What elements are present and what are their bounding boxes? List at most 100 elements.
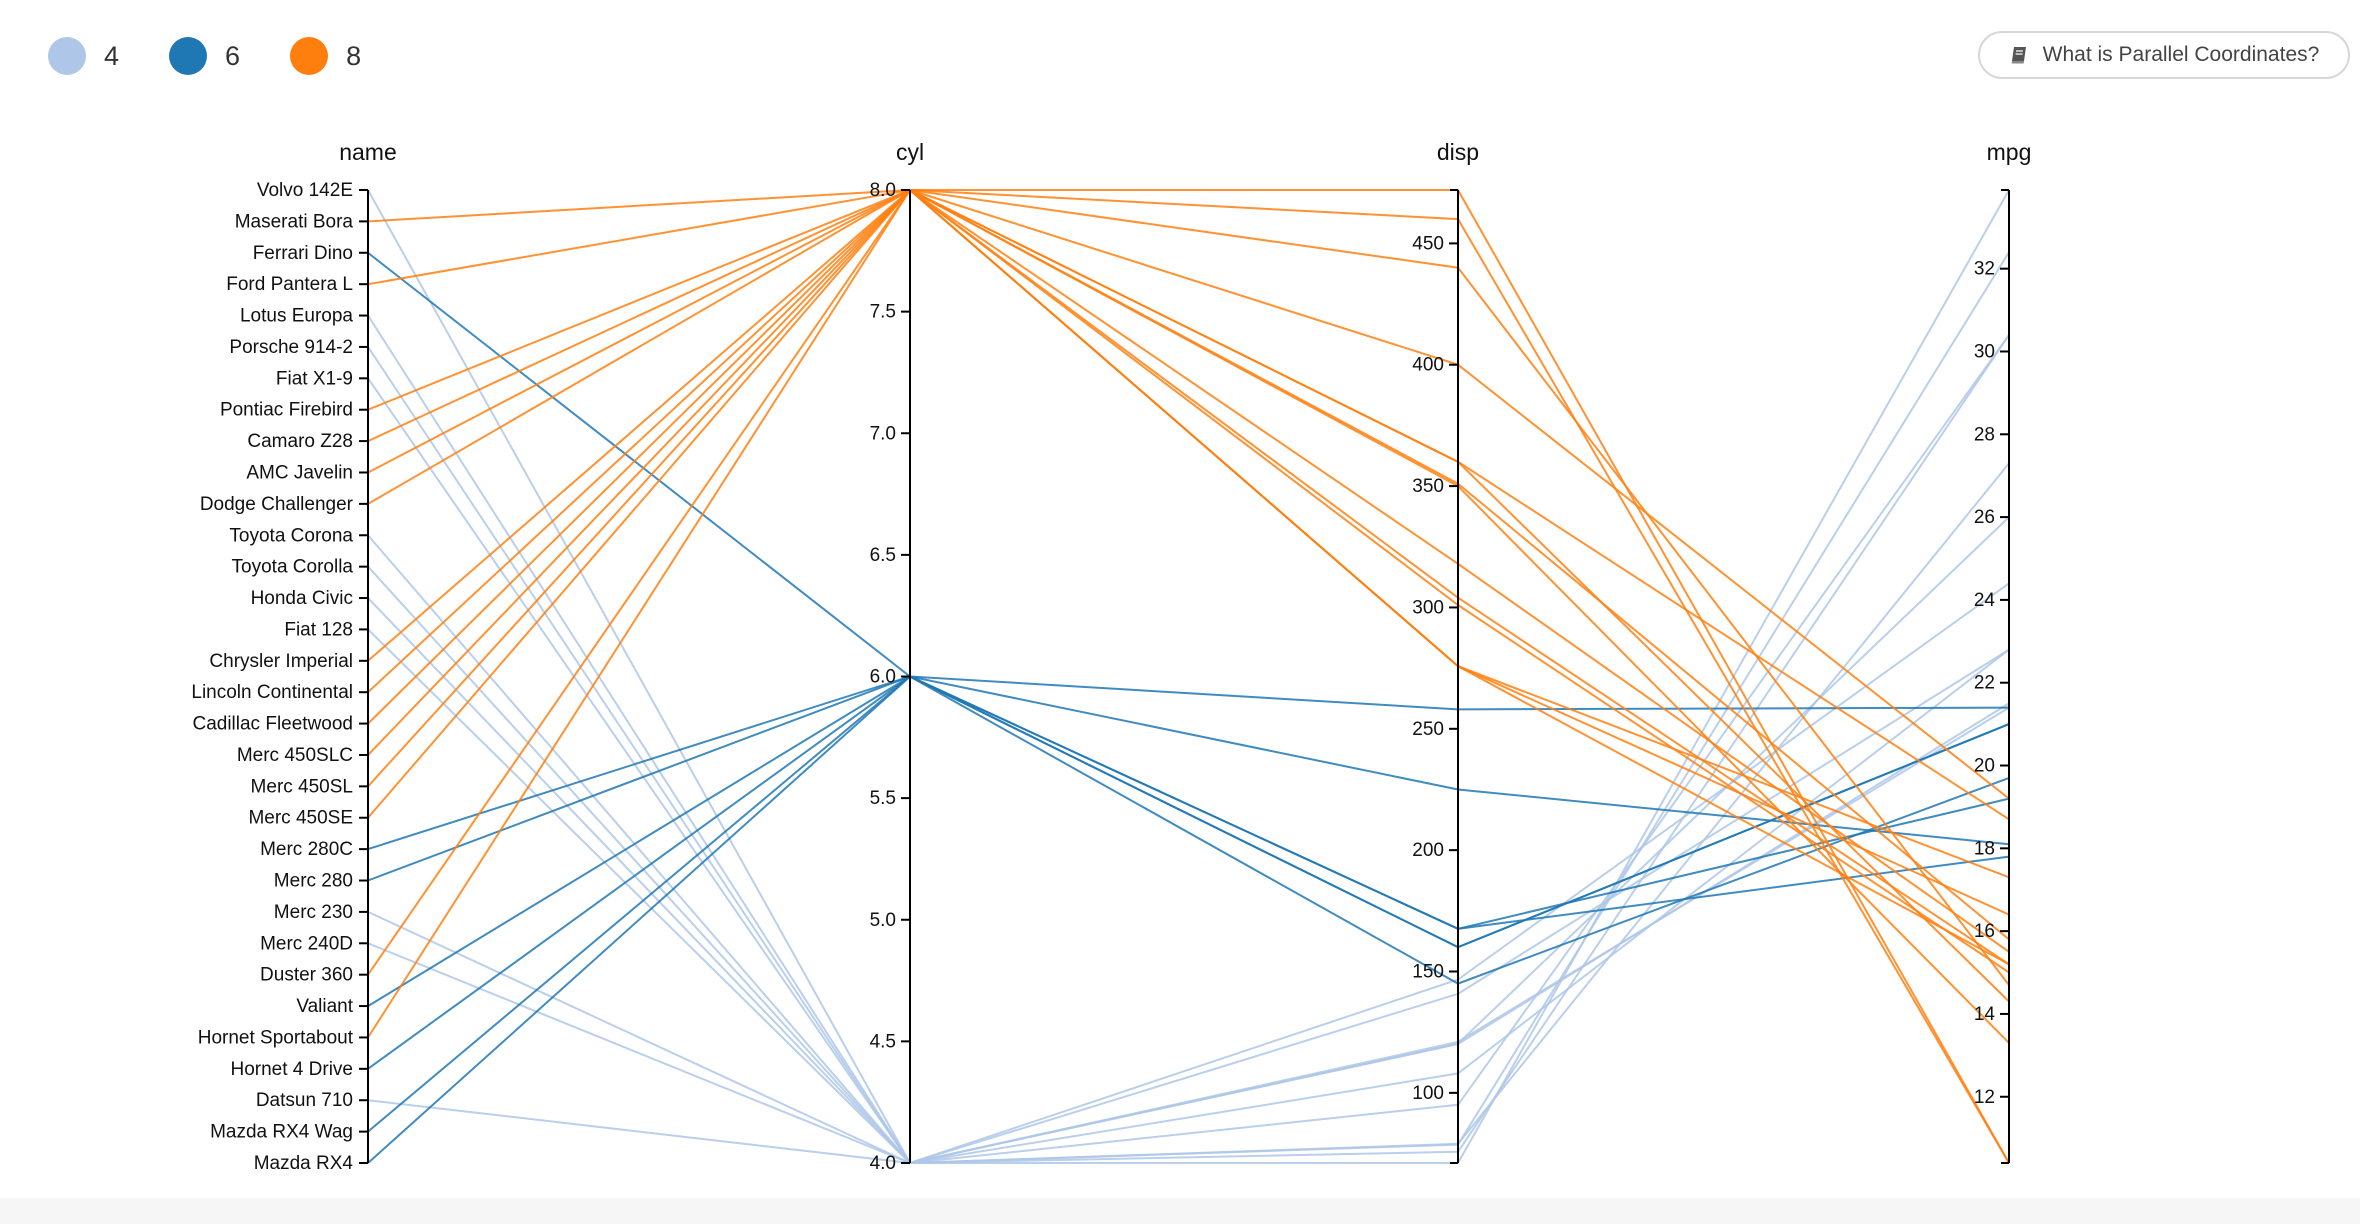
data-line [367,377,2010,1165]
tick-label: Fiat 128 [284,619,353,640]
tick-label: 8.0 [870,180,896,201]
what-is-parallel-coordinates-button[interactable]: What is Parallel Coordinates? [1978,31,2350,79]
legend-label: 4 [104,40,120,71]
tick-label: 4.0 [870,1153,896,1174]
data-line [367,189,2010,1165]
data-line [367,252,2010,985]
data-line [367,675,2010,1070]
data-line [367,188,2010,953]
tick-label: Cadillac Fleetwood [192,714,353,735]
tick-label: 20 [1974,756,1995,777]
axis-title-name: name [339,139,397,165]
tick-label: Toyota Corona [229,525,353,546]
tick-label: 28 [1974,424,1995,445]
data-line [367,675,2010,930]
tick-label: 100 [1412,1083,1444,1104]
tick-label: Lincoln Continental [191,682,353,703]
footer-band [0,1198,2360,1224]
legend: 4 6 8 [48,34,411,78]
data-line [367,188,2010,800]
tick-label: Chrysler Imperial [209,651,353,672]
data-line [367,189,2010,1164]
tick-label: Merc 450SL [251,776,353,797]
tick-label: AMC Javelin [246,462,353,483]
tick-label: Honda Civic [251,588,353,609]
tick-label: 5.5 [870,788,896,809]
tick-label: 350 [1412,476,1444,497]
data-line [367,188,2010,966]
tick-label: 6.0 [870,667,896,688]
tick-label: 32 [1974,259,1995,280]
data-line [367,648,2010,1165]
axis-title-disp: disp [1437,139,1479,165]
tick-label: Mazda RX4 Wag [210,1122,353,1143]
legend-label: 8 [346,40,362,71]
tick-label: 300 [1412,597,1444,618]
data-line [367,648,2010,1165]
tick-label: Merc 240D [260,933,353,954]
tick-label: 4.5 [870,1031,896,1052]
tick-label: Pontiac Firebird [220,400,353,421]
tick-label: 7.5 [870,302,896,323]
tick-label: Fiat X1-9 [276,368,353,389]
tick-label: Lotus Europa [240,306,353,327]
tick-label: Merc 450SLC [237,745,353,766]
tick-label: 16 [1974,921,1995,942]
legend-swatch [48,37,86,75]
legend-item-8[interactable]: 8 [290,37,361,75]
tick-label: 5.0 [870,910,896,931]
tick-label: Toyota Corolla [232,557,354,578]
tick-label: Merc 280 [274,871,353,892]
tick-label: 7.0 [870,423,896,444]
tick-label: Hornet Sportabout [198,1027,354,1048]
book-icon [2011,47,2026,64]
data-line [367,188,2010,974]
data-line [367,675,2010,1164]
tick-label: 6.5 [870,545,896,566]
tick-label: 14 [1974,1004,1996,1025]
tick-label: 250 [1412,719,1444,740]
legend-swatch [290,37,329,75]
tick-label: 22 [1974,673,1995,694]
axis-title-cyl: cyl [896,139,924,165]
data-line [367,675,2010,1007]
tick-label: Volvo 142E [257,180,353,201]
legend-swatch [169,37,208,75]
tick-label: Valiant [296,996,353,1017]
tick-label: Maserati Bora [235,211,354,232]
legend-label: 6 [225,40,241,71]
data-line [367,675,2010,1133]
tick-label: Duster 360 [260,965,353,986]
tick-label: 30 [1974,341,1995,362]
tick-label: 150 [1412,962,1444,983]
data-lines [367,188,2010,1165]
tick-label: Hornet 4 Drive [231,1059,354,1080]
tick-label: Merc 230 [274,902,353,923]
tick-label: 26 [1974,507,1995,528]
data-line [367,188,2010,1044]
data-line [367,188,2010,916]
tick-label: Datsun 710 [256,1090,353,1111]
help-button-label: What is Parallel Coordinates? [2042,43,2320,66]
legend-item-6[interactable]: 6 [169,37,240,75]
data-line [367,346,2010,1165]
tick-label: 24 [1974,590,1996,611]
data-line [367,188,2010,1039]
data-line [367,334,2010,1165]
tick-label: 450 [1412,233,1444,254]
tick-label: Mazda RX4 [254,1153,354,1174]
tick-label: Camaro Z28 [247,431,353,452]
data-line [367,188,2010,966]
data-line [367,188,2010,1164]
data-line [367,188,2010,941]
data-line [367,188,2010,1003]
legend-item-4[interactable]: 4 [48,37,119,75]
tick-label: 18 [1974,838,1995,859]
tick-label: Porsche 914-2 [229,337,353,358]
tick-label: 12 [1974,1087,1995,1108]
data-line [367,314,2010,1165]
tick-label: 200 [1412,840,1444,861]
tick-label: Ferrari Dino [253,243,353,264]
